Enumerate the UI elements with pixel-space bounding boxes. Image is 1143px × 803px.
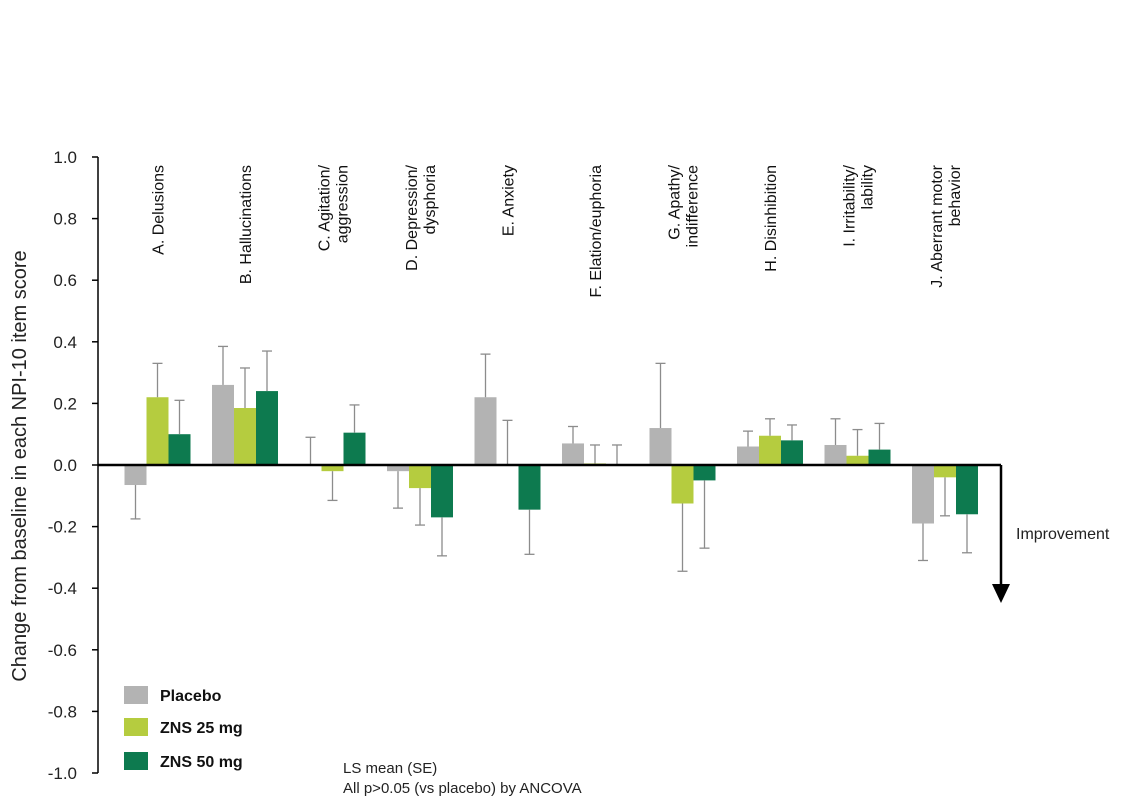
category-label: indifference (685, 165, 702, 248)
improvement-label: Improvement (1016, 526, 1110, 543)
category-label: B. Hallucinations (238, 165, 255, 284)
y-tick-label: 0.4 (53, 333, 77, 352)
category-label: I. Irritability/ (842, 164, 859, 246)
y-tick-label: -0.4 (48, 579, 77, 598)
bar-zns-25-mg (759, 435, 781, 465)
bar-placebo (124, 465, 147, 486)
legend-swatch (124, 718, 148, 736)
improvement-annotation: Improvement (992, 465, 1110, 603)
y-tick-label: 0.0 (53, 456, 77, 475)
bar-placebo (912, 465, 934, 524)
bar-zns-50-mg (868, 449, 891, 465)
note-p-value: All p>0.05 (vs placebo) by ANCOVA (343, 780, 582, 797)
category-label: F. Elation/euphoria (588, 165, 605, 298)
bar-zns-25-mg (321, 465, 344, 472)
bar-zns-25-mg (234, 408, 256, 465)
bar-placebo (562, 443, 584, 465)
legend-label: ZNS 50 mg (160, 754, 243, 771)
bar-placebo (824, 444, 847, 465)
bar-zns-50-mg (431, 465, 453, 518)
bar-placebo (474, 397, 497, 465)
bars-layer (124, 384, 978, 524)
bar-zns-50-mg (168, 434, 191, 465)
y-tick-label: 0.8 (53, 210, 77, 229)
bar-zns-25-mg (671, 465, 694, 504)
y-tick-label: -0.2 (48, 518, 77, 537)
bar-placebo (212, 384, 234, 465)
error-bars-layer (130, 345, 972, 572)
category-labels: A. Delusions B. Hallucinations C. Agitatio… (151, 164, 965, 297)
bar-placebo (737, 446, 759, 465)
y-tick-label: 1.0 (53, 148, 77, 167)
category-label: D. Depression/ (404, 164, 421, 270)
legend-label: Placebo (160, 688, 222, 705)
category-label: G. Apathy/ (667, 164, 684, 239)
y-tick-label: -1.0 (48, 764, 77, 783)
category-label: H. Disinhibition (763, 165, 780, 272)
legend-swatch (124, 686, 148, 704)
legend-label: ZNS 25 mg (160, 720, 243, 737)
bar-zns-50-mg (518, 465, 541, 510)
y-tick-label: 0.2 (53, 394, 77, 413)
category-label: dysphoria (422, 165, 439, 234)
y-tick-label: -0.6 (48, 641, 77, 660)
footnotes: LS mean (SE) All p>0.05 (vs placebo) by … (343, 760, 582, 797)
y-tick-labels: 1.0 0.8 0.6 0.4 0.2 0.0 -0.2 -0.4 -0.6 -0.8 -1.0 (48, 148, 77, 783)
category-label: J. Aberrant motor (929, 164, 946, 287)
bar-zns-50-mg (956, 465, 978, 515)
legend-swatch (124, 752, 148, 770)
axes-layer (92, 156, 1001, 774)
bar-placebo (387, 465, 409, 472)
bar-zns-50-mg (693, 465, 716, 481)
bar-zns-25-mg (934, 465, 956, 478)
legend: Placebo ZNS 25 mg ZNS 50 mg (124, 686, 243, 771)
category-label: C. Agitation/ (317, 164, 334, 251)
bar-zns-50-mg (343, 432, 366, 465)
bar-placebo (649, 428, 672, 465)
y-axis-label: Change from baseline in each NPI-10 item… (9, 250, 31, 681)
bar-zns-50-mg (781, 440, 803, 465)
improvement-arrow-head (992, 584, 1010, 603)
bar-zns-25-mg (846, 455, 869, 465)
bar-zns-25-mg (409, 465, 431, 489)
bar-zns-50-mg (256, 391, 278, 465)
bar-zns-25-mg (146, 397, 169, 465)
category-label: E. Anxiety (501, 165, 518, 236)
category-label: behavior (947, 164, 964, 226)
category-label: aggression (335, 165, 352, 243)
note-ls-mean: LS mean (SE) (343, 760, 437, 777)
y-tick-label: -0.8 (48, 702, 77, 721)
y-tick-label: 0.6 (53, 271, 77, 290)
category-label: lability (860, 165, 877, 209)
category-label: A. Delusions (151, 165, 168, 255)
